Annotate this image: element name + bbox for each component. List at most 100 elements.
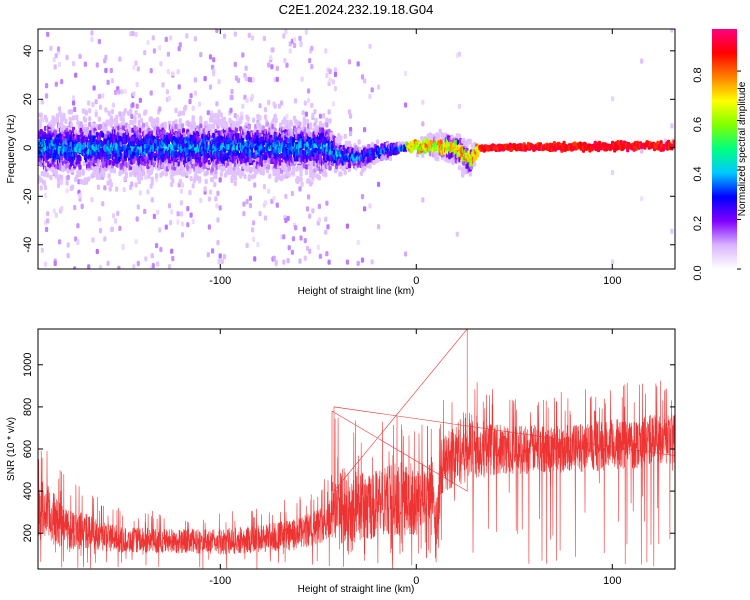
spectrogram-cell — [171, 256, 175, 262]
spectrogram-cell — [123, 166, 127, 172]
spectrogram-cell — [291, 165, 296, 171]
spectrogram-cell — [468, 138, 472, 144]
colorbar-gradient — [712, 29, 737, 269]
spectrogram-cell — [132, 91, 136, 97]
spectrogram-cell — [176, 219, 180, 225]
spectrogram-cell — [328, 77, 332, 83]
spectrogram-cell — [314, 118, 318, 124]
spectrogram-cell — [46, 211, 50, 217]
spectrogram-cell — [206, 252, 210, 258]
spectrogram-cell — [267, 188, 271, 194]
spectrogram-cell — [151, 35, 155, 41]
spectrogram-cell — [134, 239, 138, 245]
spectrogram-cell — [46, 172, 50, 178]
spectrogram-cell — [56, 46, 61, 52]
spectrogram-cell — [58, 123, 62, 129]
spectrogram-cell — [233, 175, 237, 181]
spectrogram-cell — [75, 114, 79, 120]
spectrogram-cell — [46, 31, 50, 37]
spectrogram-cell — [356, 239, 360, 246]
spectrogram-cell — [174, 119, 178, 125]
spectrogram-cell — [404, 251, 408, 257]
spectrogram-cell — [188, 168, 192, 174]
spectrogram-cell — [112, 168, 117, 174]
spectrogram-cell — [87, 176, 91, 182]
spectrogram-cell — [310, 45, 314, 51]
spectrogram-cell — [252, 220, 256, 226]
spectrogram-cell — [73, 106, 77, 112]
spectrogram-cell — [165, 89, 169, 95]
spectrogram-cell — [328, 118, 332, 124]
spectrogram-cell — [38, 122, 42, 128]
spectrogram-cell — [248, 203, 252, 209]
spectrogram-cell — [325, 117, 329, 123]
spectrogram-cell — [216, 217, 220, 223]
spectrogram-cell — [404, 70, 408, 76]
spectrogram-cell — [193, 77, 197, 83]
spectrogram-cell — [155, 173, 159, 179]
spectrogram-cell — [136, 66, 140, 72]
spectrogram-cell — [256, 241, 260, 248]
spectrogram-cell — [78, 156, 82, 162]
spectrogram-cell — [263, 215, 268, 221]
spectrogram-cell — [258, 115, 262, 121]
spectrogram-cell — [347, 163, 352, 169]
spectrogram-cell — [333, 86, 338, 92]
spectrogram-cell — [253, 256, 257, 262]
spectrogram-cell — [81, 169, 85, 175]
spectrogram-cell — [261, 170, 265, 176]
spectrogram-cell — [263, 114, 268, 120]
spectrogram-cell — [62, 112, 66, 118]
spectrogram-cell — [290, 249, 294, 255]
spectrogram-cell — [611, 170, 615, 176]
spectrogram-cell — [121, 120, 125, 126]
spectrogram-cell — [54, 81, 58, 87]
spectrogram-cell — [110, 226, 114, 232]
spectrogram-cell — [132, 65, 136, 71]
spectrogram-cell — [284, 193, 288, 199]
spectrogram-cell — [300, 76, 304, 82]
spectrogram-cell — [270, 129, 274, 135]
spectrogram-cell — [326, 224, 330, 230]
spectrogram-cell — [300, 181, 304, 187]
spectrogram-cell — [178, 110, 182, 116]
spectrogram-cell — [216, 240, 220, 246]
spectrogram-cell — [78, 53, 82, 59]
spectrogram-cell — [207, 124, 211, 130]
spectrogram-cell — [188, 189, 192, 196]
y-tick-label: 0 — [22, 145, 34, 151]
spectrogram-cell — [321, 127, 325, 133]
spectrogram-cell — [325, 200, 329, 206]
spectrogram-cell — [242, 201, 246, 207]
spectrogram-cell — [370, 259, 374, 265]
colorbar-tick-label: 0.8 — [692, 67, 704, 82]
spectrogram-cell — [95, 248, 99, 255]
spectrogram-cell — [151, 263, 155, 269]
spectrogram-cell — [230, 177, 234, 183]
spectrogram-cell — [258, 211, 262, 217]
spectrogram-cell — [143, 208, 147, 214]
spectrogram-cell — [222, 254, 227, 260]
spectrogram-cell — [290, 190, 294, 197]
spectrogram-x-axis-label: Height of straight line (km) — [298, 286, 415, 297]
spectrogram-cell — [298, 186, 302, 192]
spectrogram-cell — [124, 171, 128, 177]
spectrogram-cell — [368, 93, 372, 100]
spectrogram-cell — [244, 76, 248, 82]
spectrogram-cell — [311, 208, 315, 214]
spectrogram-cell — [284, 29, 288, 35]
spectrogram-cell — [274, 259, 278, 265]
spectrogram-cell — [65, 132, 69, 138]
spectrogram-cell — [316, 139, 320, 145]
spectrogram-cell — [186, 206, 190, 212]
spectrogram-cell — [282, 259, 286, 265]
spectrogram-cell — [129, 108, 133, 114]
spectrogram-cell — [91, 237, 95, 243]
spectrogram-cell — [123, 108, 127, 114]
spectrogram-cell — [258, 103, 262, 109]
spectrogram-cell — [360, 257, 365, 263]
spectrogram-cell — [76, 223, 80, 229]
spectrogram-cell — [324, 172, 328, 178]
spectrogram-cell — [287, 165, 291, 171]
spectrogram-cell — [45, 83, 49, 89]
